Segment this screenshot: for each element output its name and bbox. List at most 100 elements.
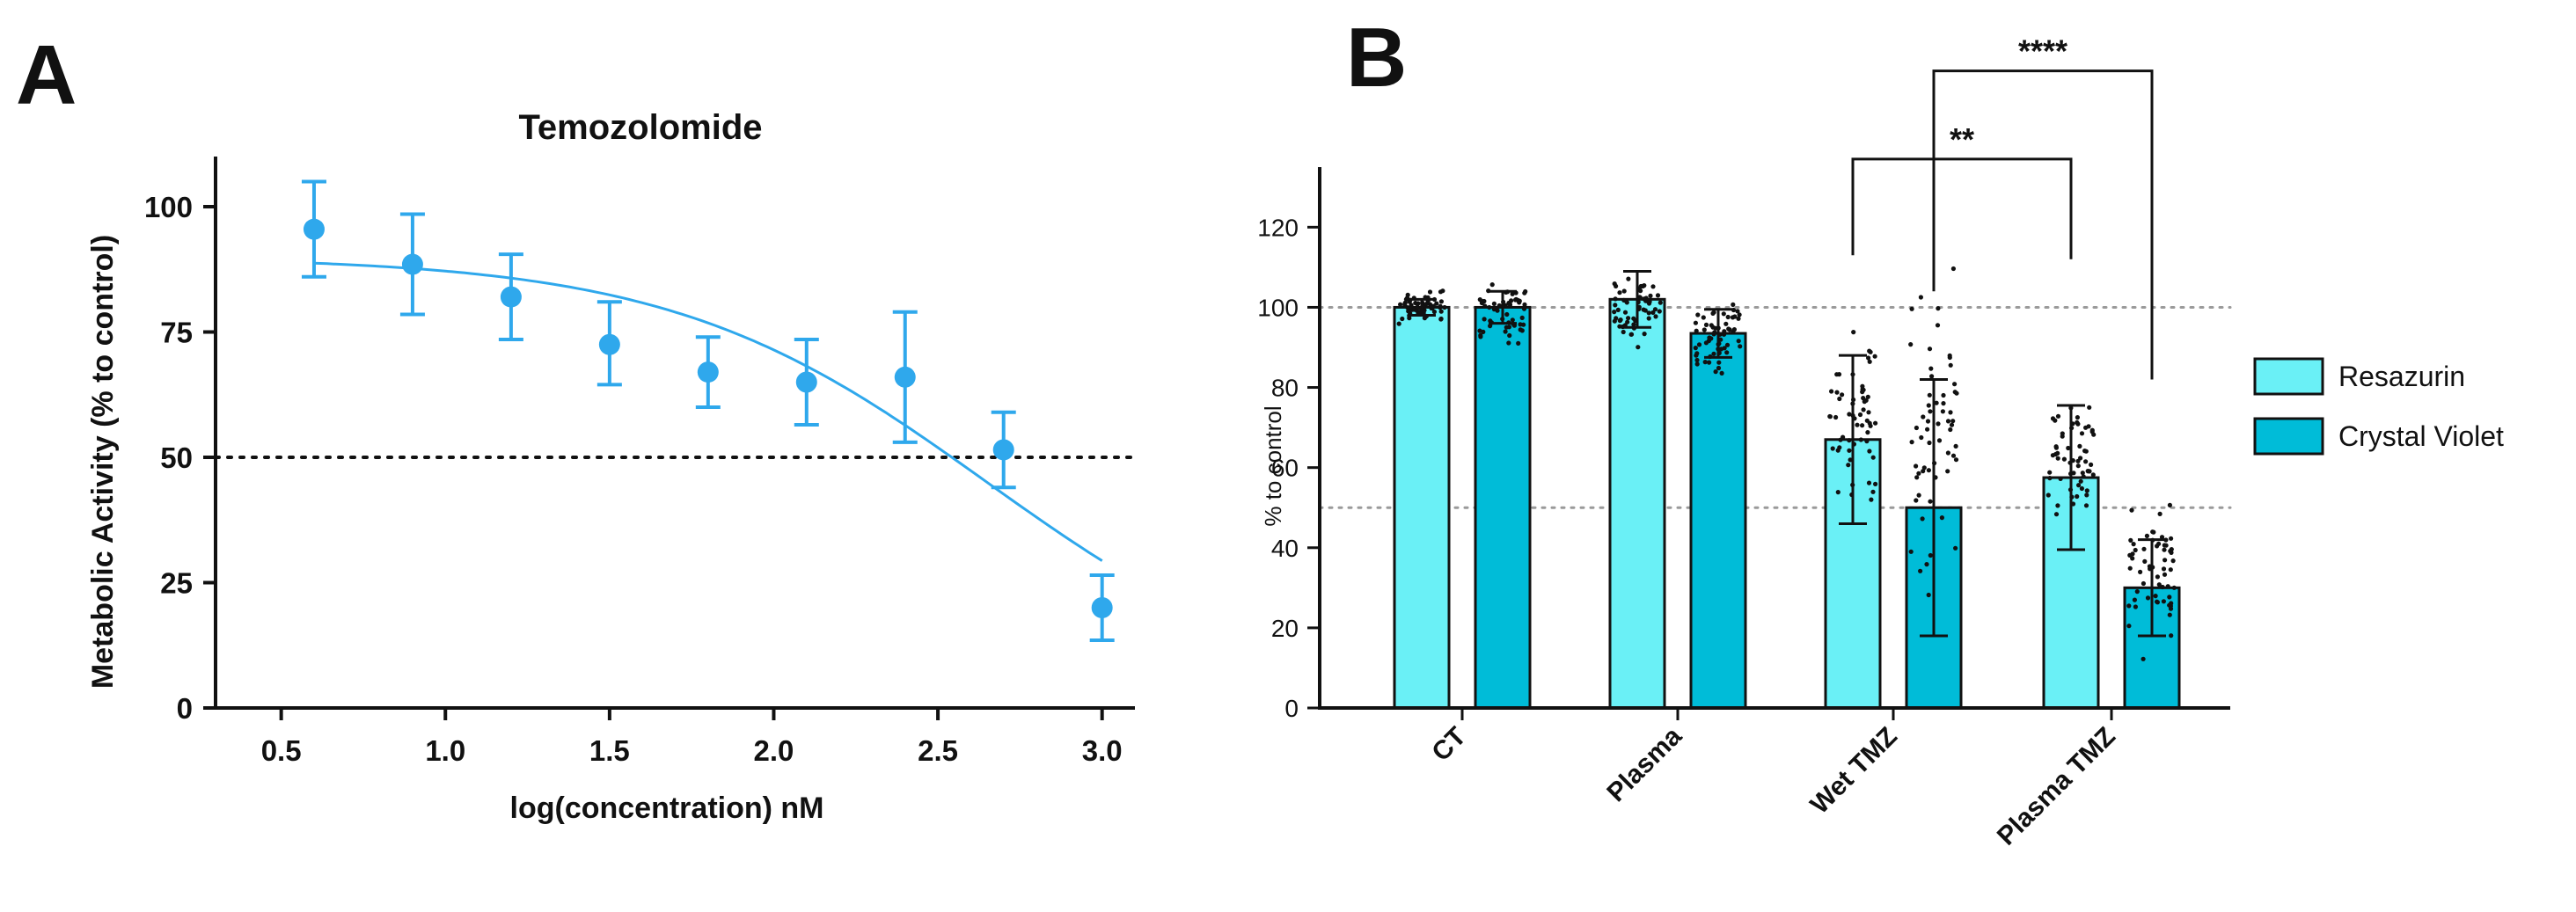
scatter-point [1482, 303, 1488, 309]
chart-b-category-label: Wet TMZ [1805, 722, 1903, 820]
scatter-point [1954, 390, 1959, 396]
chart-a-data-points [301, 179, 1115, 643]
chart-b-y-tick-label: 80 [1271, 375, 1299, 402]
scatter-point [1621, 288, 1627, 294]
scatter-point [1631, 316, 1636, 321]
scatter-point [2130, 556, 2135, 561]
scatter-point [1914, 475, 1920, 480]
scatter-point [1866, 480, 1872, 485]
chart-a-point-group [301, 179, 326, 279]
scatter-point [1921, 469, 1926, 474]
scatter-point [2078, 478, 2083, 484]
scatter-point [1947, 354, 1952, 361]
scatter-point [1617, 317, 1623, 323]
scatter-point [1846, 463, 1851, 468]
chart-a-fit-curve [313, 261, 1103, 562]
scatter-point [1503, 329, 1508, 334]
legend-swatch-resazurin [2253, 357, 2324, 396]
scatter-point [1415, 304, 1420, 310]
scatter-point [1440, 288, 1445, 294]
scatter-point [2084, 488, 2089, 493]
scatter-point [1830, 446, 1835, 451]
scatter-point [2085, 469, 2091, 474]
scatter-point [1710, 310, 1716, 316]
scatter-point [1510, 317, 1515, 323]
scatter-point [1621, 329, 1626, 335]
scatter-point [1841, 434, 1846, 440]
scatter-point [2075, 458, 2081, 463]
scatter-point [1694, 351, 1700, 356]
scatter-point [1941, 392, 1946, 398]
scatter-point [1701, 315, 1706, 320]
chart-a-y-axis-label: Metabolic Activity (% to control) [86, 235, 120, 689]
scatter-point [1861, 387, 1866, 392]
scatter-point [1702, 360, 1708, 365]
scatter-point [1719, 370, 1724, 376]
significance-bracket [1932, 69, 2154, 380]
chart-a-title: Temozolomide [518, 108, 762, 147]
scatter-point [1953, 545, 1958, 551]
panel-a-letter: A [16, 28, 77, 122]
scatter-point [2084, 492, 2089, 498]
chart-b-scatter-points [1396, 266, 2177, 661]
chart-a-point-group [498, 252, 523, 342]
scatter-point [1694, 361, 1700, 367]
chart-b-significance: ****** [1851, 33, 2154, 380]
scatter-point [1926, 403, 1931, 408]
scatter-point [1488, 324, 1493, 329]
chart-b-error-bars [1408, 269, 2166, 638]
scatter-point [1522, 290, 1527, 295]
scatter-point [1860, 383, 1865, 389]
scatter-point [2055, 456, 2060, 461]
scatter-point [1827, 413, 1833, 420]
chart-a-fit-line [313, 261, 1103, 562]
scatter-point [1916, 492, 1921, 498]
scatter-point [2167, 602, 2172, 608]
scatter-point [1707, 360, 1712, 365]
scatter-point [2156, 541, 2162, 546]
scatter-point [2151, 529, 2156, 535]
scatter-point [1908, 342, 1914, 347]
scatter-point [1477, 297, 1482, 303]
chart-b-category-label: CT [1426, 722, 1472, 768]
chart-b-category-labels: CT Plasma Wet TMZ Plasma TMZ [1426, 721, 2121, 850]
scatter-point [1650, 310, 1656, 315]
scatter-point [1837, 445, 1842, 450]
scatter-point [1835, 490, 1841, 495]
scatter-point [1926, 468, 1931, 473]
scatter-point [2081, 474, 2086, 479]
scatter-point [2060, 431, 2065, 436]
scatter-point [1725, 314, 1731, 320]
scatter-point [1868, 423, 1873, 428]
scatter-point [2133, 547, 2138, 553]
bar-crystal-violet [1689, 332, 1747, 710]
scatter-point [2129, 507, 2134, 513]
scatter-point [2167, 612, 2172, 617]
scatter-point [1507, 303, 1512, 308]
scatter-point [1921, 465, 1927, 471]
scatter-point [1615, 307, 1621, 312]
scatter-point [2089, 427, 2095, 433]
scatter-point [2162, 572, 2168, 577]
chart-a-y-tick-label: 50 [160, 441, 193, 474]
chart-b-ticks: 0 20 40 60 80 100 120 [1257, 214, 2113, 722]
chart-a-point-group [399, 212, 425, 317]
scatter-point [1927, 440, 1932, 446]
chart-a-y-tick-label: 100 [144, 191, 193, 223]
scatter-point [1914, 498, 1919, 503]
chart-b-legend: Resazurin Crystal Violet [2253, 357, 2504, 456]
scatter-point [1847, 448, 1852, 453]
scatter-point [1847, 438, 1852, 443]
scatter-point [1479, 300, 1484, 306]
scatter-point [1837, 396, 1842, 402]
chart-a-x-tick-label: 3.0 [1082, 734, 1123, 767]
scatter-point [1927, 347, 1933, 352]
chart-a-point-group [596, 300, 622, 387]
scatter-point [1863, 398, 1869, 403]
chart-a-x-tick-label: 0.5 [261, 734, 302, 767]
scatter-point [1696, 342, 1702, 347]
chart-a-point-group [892, 310, 918, 444]
scatter-point [1413, 300, 1418, 306]
scatter-point [1833, 414, 1839, 420]
scatter-point [1834, 372, 1840, 377]
